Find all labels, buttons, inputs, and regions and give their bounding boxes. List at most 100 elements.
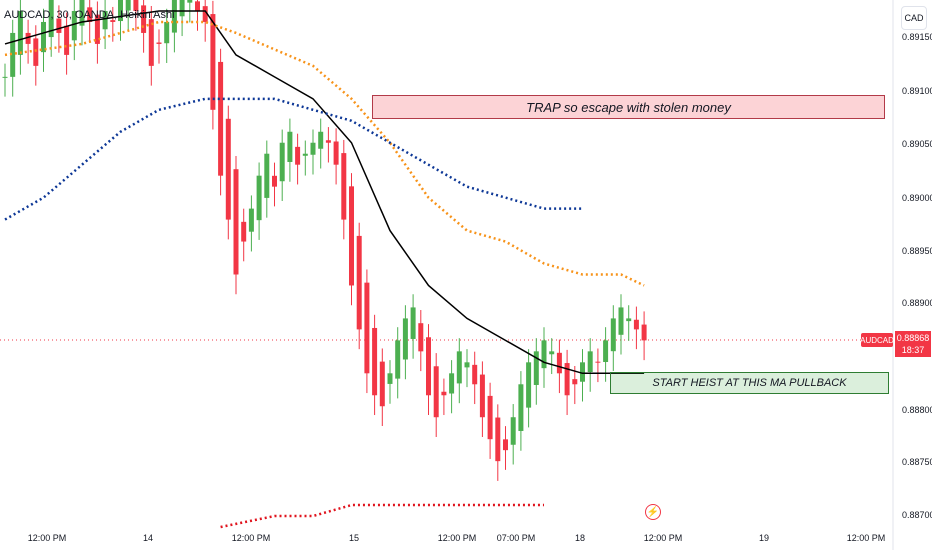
- candle-body: [302, 153, 308, 156]
- candle-body: [248, 208, 254, 232]
- candle-body: [395, 340, 401, 379]
- candle-body: [372, 327, 378, 396]
- heist-annotation[interactable]: START HEIST AT THIS MA PULLBACK: [610, 372, 889, 394]
- ma-line: [4, 20, 645, 287]
- candle-body: [33, 38, 39, 66]
- candle-body: [541, 340, 547, 369]
- candle-body: [79, 0, 85, 26]
- candle-body: [279, 142, 285, 182]
- candle-body: [318, 131, 324, 149]
- last-price-value: 0.88868: [896, 333, 930, 343]
- x-tick: 12:00 PM: [231, 533, 271, 543]
- candle-body: [179, 0, 185, 17]
- candle-body: [518, 384, 524, 431]
- candle-body: [310, 142, 316, 155]
- candle-body: [580, 362, 585, 382]
- candle-body: [171, 0, 177, 33]
- candle-body: [17, 10, 23, 55]
- candle-body: [102, 10, 108, 30]
- candle-body: [633, 319, 639, 330]
- y-tick: 0.88950: [902, 246, 932, 256]
- candle-body: [164, 21, 170, 44]
- candle-body: [87, 7, 93, 22]
- candle-body: [641, 324, 647, 341]
- candle-body: [464, 362, 470, 368]
- candle-body: [526, 362, 532, 408]
- ma-line: [4, 97, 583, 221]
- candle-body: [479, 374, 485, 418]
- x-tick: 18: [574, 533, 586, 543]
- ma-line: [220, 503, 544, 529]
- candle-body: [41, 21, 46, 53]
- ma-line: [4, 10, 645, 375]
- candle-body: [210, 14, 216, 110]
- candle-body: [218, 61, 224, 176]
- candle-body: [595, 361, 601, 363]
- candle-body: [379, 361, 385, 407]
- last-price-badge: 0.88868 18:37: [895, 331, 931, 357]
- candle-body: [2, 76, 8, 78]
- candle-body: [333, 141, 339, 165]
- candle-body: [449, 373, 455, 394]
- candle-body: [272, 175, 277, 187]
- y-tick: 0.88750: [902, 457, 932, 467]
- y-tick: 0.88700: [902, 510, 932, 520]
- x-tick: 07:00 PM: [496, 533, 536, 543]
- chart-title: AUDCAD, 30, OANDA, Heikin Ashi: [4, 9, 175, 21]
- x-tick: 15: [348, 533, 360, 543]
- candle-body: [10, 32, 16, 77]
- x-tick: 12:00 PM: [846, 533, 886, 543]
- candle-body: [587, 351, 593, 373]
- candle-body: [487, 395, 493, 440]
- candle-body: [25, 32, 31, 44]
- candle-body: [64, 25, 70, 55]
- candle-body: [572, 379, 578, 385]
- candle-body: [426, 337, 431, 396]
- candle-body: [441, 391, 447, 396]
- candle-body: [564, 363, 570, 396]
- y-tick: 0.89050: [902, 139, 932, 149]
- x-tick: 12:00 PM: [27, 533, 67, 543]
- candle-body: [256, 175, 262, 221]
- candle-body: [233, 169, 239, 275]
- trap-annotation[interactable]: TRAP so escape with stolen money: [372, 95, 885, 119]
- candle-body: [433, 366, 439, 418]
- candle-body: [71, 10, 77, 41]
- y-tick: 0.88900: [902, 298, 932, 308]
- candle-body: [195, 1, 200, 11]
- candle-body: [495, 417, 501, 462]
- candle-body: [48, 0, 54, 38]
- x-tick: 12:00 PM: [437, 533, 477, 543]
- candle-body: [56, 18, 62, 33]
- candle-body: [410, 307, 416, 339]
- candle-body: [349, 186, 354, 286]
- candle-body: [533, 351, 539, 385]
- candle-body: [156, 42, 162, 44]
- candle-body: [187, 0, 193, 3]
- candle-body: [94, 14, 100, 44]
- candle-body: [356, 235, 362, 330]
- candle-body: [148, 19, 154, 66]
- candle-body: [110, 20, 116, 22]
- candle-body: [503, 439, 508, 451]
- candle-body: [402, 318, 408, 360]
- candle-body: [133, 0, 139, 11]
- candle-body: [610, 318, 616, 352]
- y-tick: 0.88800: [902, 405, 932, 415]
- candle-body: [295, 146, 301, 165]
- candle-body: [264, 153, 270, 198]
- lightning-bolt-icon[interactable]: ⚡: [645, 504, 661, 520]
- currency-button[interactable]: CAD: [901, 6, 927, 30]
- candle-body: [325, 140, 331, 143]
- y-tick: 0.89000: [902, 193, 932, 203]
- candle-body: [510, 417, 516, 445]
- candle-body: [141, 5, 147, 33]
- countdown-timer: 18:37: [901, 345, 925, 355]
- candle-body: [603, 340, 609, 363]
- candle-body: [225, 118, 231, 220]
- candle-body: [556, 352, 562, 374]
- candle-body: [202, 6, 208, 22]
- y-tick: 0.89150: [902, 32, 932, 42]
- candle-body: [241, 221, 247, 242]
